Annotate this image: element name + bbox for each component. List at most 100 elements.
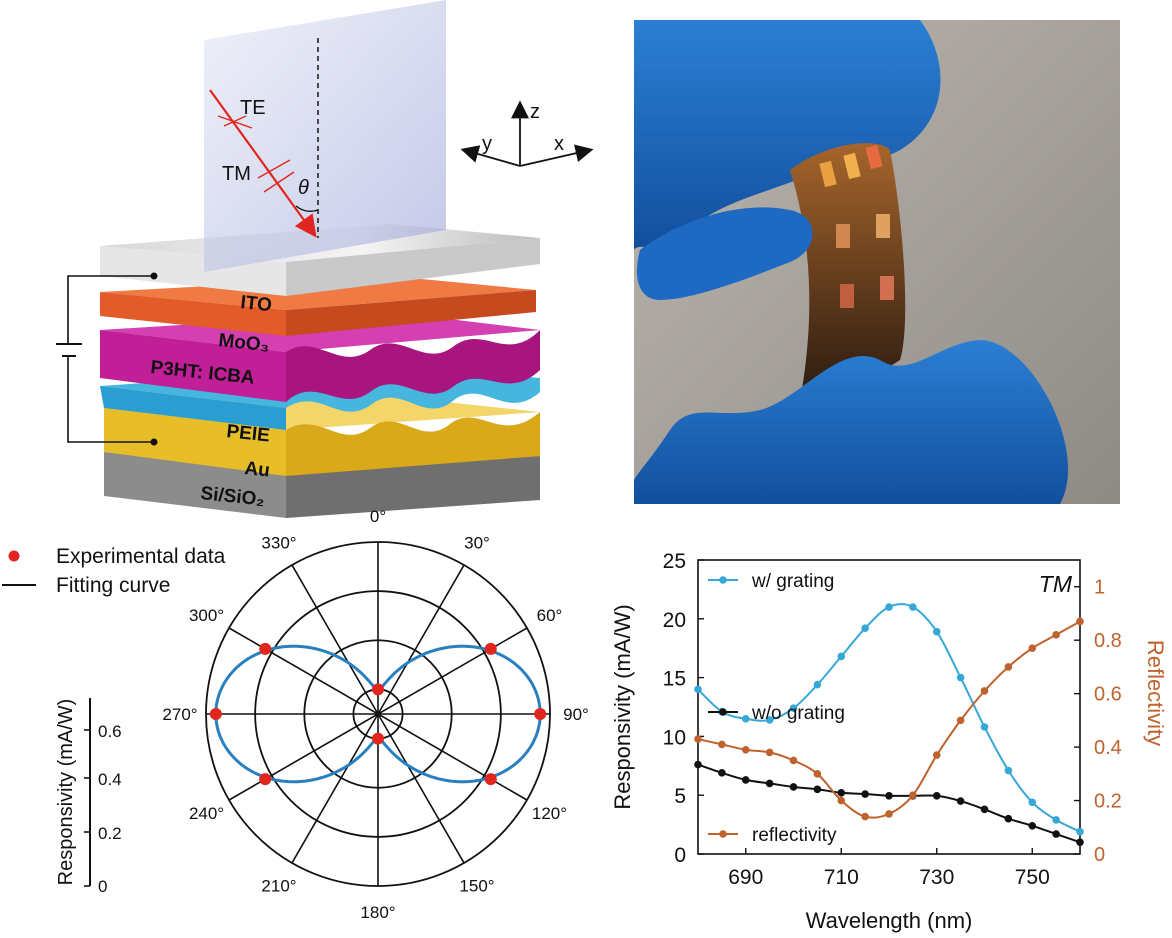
experimental-point: [372, 683, 384, 696]
device-schematic: TE TM θ ITO MoO₃ P3HT: ICBA PEIE Au Si/S…: [56, 0, 594, 518]
data-point-reflectivity: [741, 745, 750, 754]
data-point-w-grating: [885, 603, 893, 611]
scale-tick-label: 0.2: [98, 824, 122, 843]
data-point-reflectivity: [813, 770, 822, 778]
angle-label: 330°: [261, 534, 296, 553]
scale-tick-label: 0.4: [98, 770, 122, 789]
data-point-w-grating: [837, 652, 846, 661]
experimental-point: [484, 642, 497, 655]
data-point-w-grating: [1028, 798, 1037, 807]
data-point-w-o-grating: [694, 760, 702, 769]
polar-legend: Experimental data Fitting curve: [2, 545, 226, 597]
tm-label: TM: [222, 163, 251, 185]
scale-tick-label: 0.6: [98, 722, 122, 741]
data-point-w-grating: [741, 714, 750, 723]
ito-contact: [150, 272, 158, 280]
legend-marker-reflectivity: [719, 830, 727, 838]
data-point-w-o-grating: [1004, 814, 1013, 823]
data-point-reflectivity: [1028, 644, 1037, 652]
au-contact: [150, 438, 158, 446]
plane-of-incidence: [204, 0, 446, 272]
scale-label: Responsivity (mA/W): [55, 699, 77, 886]
polar-scale-bar: 0 0.2 0.4 0.6 Responsivity (mA/W): [55, 698, 122, 896]
data-point-w-o-grating: [885, 791, 893, 800]
glove-bottom: [634, 340, 1069, 504]
scale-tick-label: 0: [98, 877, 107, 896]
device-pixels: [819, 144, 894, 308]
legend-label-experimental: Experimental data: [56, 545, 226, 568]
glove-thumb: [636, 207, 813, 300]
polar-plot: 0° 30° 60° 90° 120° 150° 180° 210° 240° 270° 300° 3…: [162, 507, 588, 922]
data-point-reflectivity: [765, 748, 774, 757]
te-label: TE: [240, 97, 266, 119]
angle-label: 90°: [563, 705, 589, 724]
angle-label: 240°: [189, 804, 224, 823]
data-point-w-o-grating: [1028, 821, 1037, 830]
data-point-w-grating: [1052, 816, 1060, 824]
y2-tick-label: 0.6: [1094, 684, 1122, 706]
data-point-w-grating: [909, 603, 917, 611]
data-point-reflectivity: [980, 687, 989, 695]
legend-marker-w-o-grating: [719, 708, 727, 716]
y2-axis-title: Reflectivity: [1143, 640, 1168, 746]
data-point-reflectivity: [885, 810, 893, 818]
glove-top: [634, 20, 941, 250]
legend-marker-experimental: [8, 550, 20, 562]
data-point-reflectivity: [932, 751, 941, 759]
x-axis-title: Wavelength (nm): [806, 908, 973, 933]
data-point-w-o-grating: [813, 785, 822, 794]
coordinate-axes: [460, 100, 594, 167]
angle-label: 120°: [532, 804, 567, 823]
axis-z-label: z: [530, 101, 540, 123]
angle-label: 270°: [162, 705, 197, 724]
experimental-point: [259, 773, 272, 786]
data-point-reflectivity: [1076, 617, 1084, 626]
data-point-reflectivity: [789, 756, 798, 765]
y2-tick-label: 0: [1094, 844, 1105, 866]
angle-label: 210°: [261, 876, 296, 895]
angle-label: 150°: [459, 876, 494, 895]
data-point-w-o-grating: [861, 790, 869, 798]
data-point-w-o-grating: [837, 789, 846, 797]
y-axis-title: Responsivity (mA/W): [610, 604, 635, 809]
theta-label: θ: [298, 177, 309, 199]
data-point-w-o-grating: [765, 779, 774, 788]
data-point-reflectivity: [909, 791, 917, 799]
data-point-reflectivity: [956, 716, 965, 725]
data-point-w-grating: [694, 685, 702, 694]
y-tick-label: 25: [663, 550, 686, 573]
data-point-w-grating: [789, 704, 798, 712]
data-point-reflectivity: [861, 812, 869, 821]
device-photo: [634, 20, 1120, 504]
data-point-w-grating: [1076, 827, 1084, 836]
angle-label: 300°: [189, 606, 224, 625]
legend-label-w-grating: w/ grating: [751, 571, 834, 592]
y2-tick-label: 0.4: [1094, 737, 1122, 759]
y-tick-label: 0: [674, 844, 686, 867]
data-point-w-grating: [932, 627, 941, 636]
experimental-point: [209, 708, 222, 720]
angle-label: 0°: [370, 507, 386, 526]
layer-label-au: Au: [243, 458, 270, 482]
data-point-w-o-grating: [741, 776, 750, 784]
tm-polarization-arrows: [257, 159, 295, 193]
layer-label-peie: PEIE: [225, 421, 270, 446]
data-point-w-grating: [980, 723, 989, 731]
data-point-w-o-grating: [718, 769, 726, 777]
data-point-reflectivity: [1004, 663, 1013, 671]
data-point-w-o-grating: [789, 783, 798, 791]
data-point-w-grating: [861, 624, 869, 633]
y-tick-label: 5: [674, 785, 686, 808]
legend-label-reflectivity: reflectivity: [752, 825, 837, 846]
data-point-w-grating: [956, 673, 965, 682]
angle-label: 60°: [537, 606, 563, 625]
axis-x-label: x: [554, 133, 564, 155]
experimental-point: [484, 773, 497, 786]
experimental-point: [259, 642, 272, 655]
y2-tick-label: 0.8: [1094, 630, 1122, 652]
y2-tick-label: 0.2: [1094, 791, 1122, 813]
legend-marker-w-grating: [719, 576, 727, 584]
flexible-film: [790, 143, 906, 401]
x-tick-label: 750: [1015, 866, 1050, 889]
